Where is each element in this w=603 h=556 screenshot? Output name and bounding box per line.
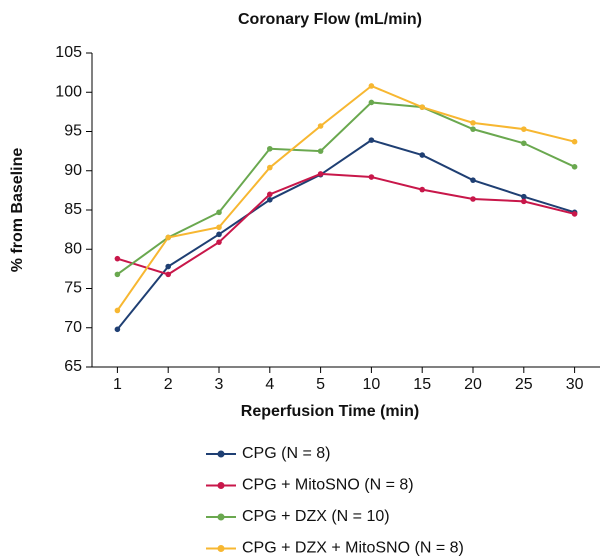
- legend-label: CPG (N = 8): [242, 445, 330, 462]
- data-point: [368, 174, 375, 180]
- data-point: [368, 137, 375, 143]
- data-point: [419, 186, 426, 193]
- x-tick-label: 15: [413, 376, 431, 393]
- y-tick-label: 100: [55, 83, 82, 100]
- legend-marker: [217, 513, 225, 521]
- y-tick-label: 105: [55, 44, 82, 61]
- data-point: [368, 83, 375, 89]
- data-point: [368, 99, 375, 106]
- data-point: [317, 171, 324, 177]
- data-point: [317, 148, 324, 154]
- y-tick-label: 75: [64, 280, 82, 297]
- data-point: [317, 123, 324, 129]
- x-tick-label: 4: [265, 376, 274, 393]
- y-tick-label: 70: [64, 319, 82, 336]
- x-tick-label: 20: [464, 376, 482, 393]
- data-point: [521, 193, 527, 200]
- legend-label: CPG + DZX (N = 10): [242, 508, 390, 525]
- data-point: [165, 271, 171, 278]
- x-tick-label: 5: [316, 376, 325, 393]
- x-axis-label: Reperfusion Time (min): [241, 403, 419, 420]
- legend-label: CPG + DZX + MitoSNO (N = 8): [242, 540, 464, 556]
- data-point: [216, 239, 222, 245]
- data-point: [470, 177, 476, 183]
- data-point: [470, 126, 476, 132]
- data-point: [114, 326, 121, 333]
- data-point: [419, 104, 426, 110]
- legend-label: CPG + MitoSNO (N = 8): [242, 477, 414, 494]
- legend-marker: [217, 482, 225, 489]
- x-tick-label: 10: [363, 376, 381, 393]
- data-point: [521, 126, 527, 132]
- x-tick-label: 1: [113, 376, 122, 393]
- data-point: [571, 211, 578, 217]
- x-tick-label: 2: [164, 376, 173, 393]
- chart-title: Coronary Flow (mL/min): [238, 11, 422, 28]
- data-point: [165, 263, 171, 270]
- data-point: [419, 152, 426, 158]
- legend-marker: [217, 450, 225, 458]
- data-point: [470, 196, 476, 202]
- data-point: [470, 120, 476, 126]
- data-point: [114, 271, 121, 278]
- y-tick-label: 85: [64, 201, 82, 218]
- data-point: [267, 164, 273, 171]
- x-tick-label: 25: [515, 376, 533, 393]
- data-point: [267, 145, 273, 152]
- data-point: [571, 164, 578, 170]
- y-tick-label: 95: [64, 123, 82, 140]
- series-line: [116, 84, 575, 312]
- y-tick-label: 80: [64, 240, 82, 257]
- y-tick-label: 90: [64, 162, 82, 179]
- data-point: [216, 209, 222, 216]
- data-point: [216, 231, 222, 238]
- data-point: [521, 198, 527, 205]
- data-point: [521, 140, 527, 147]
- series-line: [117, 172, 575, 276]
- series-line: [116, 101, 576, 276]
- x-tick-label: 3: [215, 376, 224, 393]
- data-point: [114, 307, 121, 314]
- data-point: [114, 255, 121, 262]
- legend-marker: [217, 545, 225, 552]
- data-point: [216, 224, 222, 231]
- x-tick-label: 30: [566, 376, 584, 393]
- data-point: [165, 234, 171, 241]
- data-point: [267, 196, 273, 203]
- series-line: [116, 139, 575, 330]
- data-point: [571, 138, 578, 145]
- y-tick-label: 65: [64, 358, 82, 375]
- y-axis-label: % from Baseline: [9, 148, 26, 273]
- data-point: [267, 191, 273, 198]
